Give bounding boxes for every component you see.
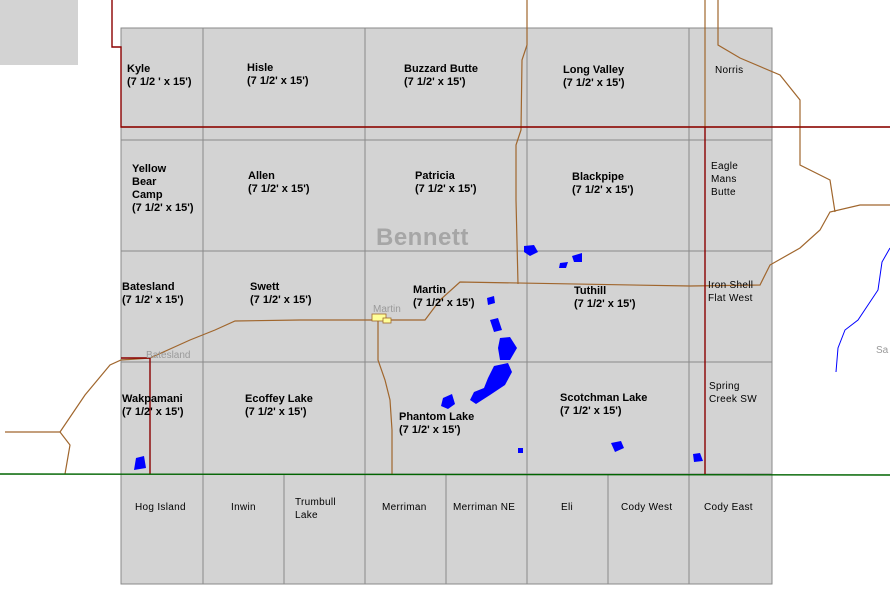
quad-name: Yellow Bear Camp bbox=[132, 163, 167, 201]
quad-name: Tuthill bbox=[574, 285, 607, 297]
quad-hog-island[interactable]: Hog Island bbox=[135, 502, 186, 513]
quad-wakpamani[interactable]: Wakpamani (7 1/2' x 15') bbox=[122, 393, 184, 419]
quad-trumbull-lake[interactable]: Trumbull Lake bbox=[295, 497, 336, 521]
quad-scotchman-lake[interactable]: Scotchman Lake (7 1/2' x 15') bbox=[560, 392, 647, 418]
quad-scale: (7 1/2 ' x 15') bbox=[127, 76, 192, 88]
quad-merriman[interactable]: Merriman bbox=[382, 502, 427, 513]
quad-allen[interactable]: Allen (7 1/2' x 15') bbox=[248, 170, 310, 196]
town-label-batesland: Batesland bbox=[146, 350, 191, 361]
quad-merriman-ne[interactable]: Merriman NE bbox=[453, 502, 516, 513]
quad-phantom-lake[interactable]: Phantom Lake (7 1/2' x 15') bbox=[399, 411, 474, 437]
quad-scale: (7 1/2' x 15') bbox=[399, 424, 461, 436]
quad-name: Batesland bbox=[122, 281, 175, 293]
quad-batesland[interactable]: Batesland (7 1/2' x 15') bbox=[122, 281, 184, 307]
quad-name: Martin bbox=[413, 284, 446, 296]
quad-kyle[interactable]: Kyle (7 1/2 ' x 15') bbox=[127, 63, 192, 89]
quad-buzzard-butte[interactable]: Buzzard Butte (7 1/2' x 15') bbox=[404, 63, 478, 89]
quad-name: Ecoffey Lake bbox=[245, 393, 313, 405]
quad-name: Allen bbox=[248, 170, 275, 182]
quad-cody-east[interactable]: Cody East bbox=[704, 502, 753, 513]
state-line bbox=[0, 473, 890, 476]
quad-name: Blackpipe bbox=[572, 171, 624, 183]
quad-martin[interactable]: Martin (7 1/2' x 15') bbox=[413, 284, 475, 310]
quad-scale: (7 1/2' x 15') bbox=[560, 405, 622, 417]
quad-norris[interactable]: Norris bbox=[715, 65, 744, 76]
quad-name: Long Valley bbox=[563, 64, 625, 76]
martin-town-marker bbox=[371, 313, 387, 322]
lakes bbox=[134, 245, 703, 470]
quad-inwin[interactable]: Inwin bbox=[231, 502, 256, 513]
quad-name: Patricia bbox=[415, 170, 455, 182]
quad-iron-shell-flat-west[interactable]: Iron Shell Flat West bbox=[708, 280, 754, 304]
quad-blackpipe[interactable]: Blackpipe (7 1/2' x 15') bbox=[572, 171, 634, 197]
quad-hisle[interactable]: Hisle (7 1/2' x 15') bbox=[247, 62, 309, 88]
quad-name: Buzzard Butte bbox=[404, 63, 478, 75]
quad-long-valley[interactable]: Long Valley (7 1/2' x 15') bbox=[563, 64, 625, 90]
quad-scale: (7 1/2' x 15') bbox=[122, 294, 184, 306]
quad-swett[interactable]: Swett (7 1/2' x 15') bbox=[250, 281, 312, 307]
quad-name: Swett bbox=[250, 281, 280, 293]
quad-scale: (7 1/2' x 15') bbox=[574, 298, 636, 310]
quad-scale: (7 1/2' x 15') bbox=[132, 202, 194, 214]
quad-scale: (7 1/2' x 15') bbox=[248, 183, 310, 195]
river bbox=[835, 247, 890, 373]
quad-scale: (7 1/2' x 15') bbox=[247, 75, 309, 87]
quad-scale: (7 1/2' x 15') bbox=[572, 184, 634, 196]
quad-eli[interactable]: Eli bbox=[561, 502, 574, 513]
quad-scale: (7 1/2' x 15') bbox=[413, 297, 475, 309]
quad-scale: (7 1/2' x 15') bbox=[563, 77, 625, 89]
inset-box bbox=[0, 0, 78, 65]
quad-scale: (7 1/2' x 15') bbox=[415, 183, 477, 195]
quad-cody-west[interactable]: Cody West bbox=[621, 502, 673, 513]
quad-scale: (7 1/2' x 15') bbox=[404, 76, 466, 88]
quad-scale: (7 1/2' x 15') bbox=[245, 406, 307, 418]
quad-patricia[interactable]: Patricia (7 1/2' x 15') bbox=[415, 170, 477, 196]
quad-name: Scotchman Lake bbox=[560, 392, 648, 404]
town-label-martin: Martin bbox=[373, 304, 401, 315]
quad-name: Wakpamani bbox=[122, 393, 183, 405]
quad-spring-creek-sw[interactable]: Spring Creek SW bbox=[709, 381, 757, 405]
quad-grid bbox=[121, 28, 772, 584]
martin-town-marker-2 bbox=[382, 317, 392, 324]
edge-label: Sa bbox=[876, 345, 889, 356]
quad-name: Phantom Lake bbox=[399, 411, 475, 423]
quad-tuthill[interactable]: Tuthill (7 1/2' x 15') bbox=[574, 285, 636, 311]
quad-yellow-bear-camp[interactable]: Yellow Bear Camp (7 1/2' x 15') bbox=[132, 163, 194, 215]
quad-name: Kyle bbox=[127, 63, 151, 75]
county-boundary bbox=[111, 0, 890, 474]
quad-scale: (7 1/2' x 15') bbox=[122, 406, 184, 418]
quad-eagle-mans-butte[interactable]: Eagle Mans Butte bbox=[711, 161, 739, 198]
quad-scale: (7 1/2' x 15') bbox=[250, 294, 312, 306]
quad-ecoffey-lake[interactable]: Ecoffey Lake (7 1/2' x 15') bbox=[245, 393, 313, 419]
county-label: Bennett bbox=[376, 224, 469, 251]
quad-name: Hisle bbox=[247, 62, 274, 74]
